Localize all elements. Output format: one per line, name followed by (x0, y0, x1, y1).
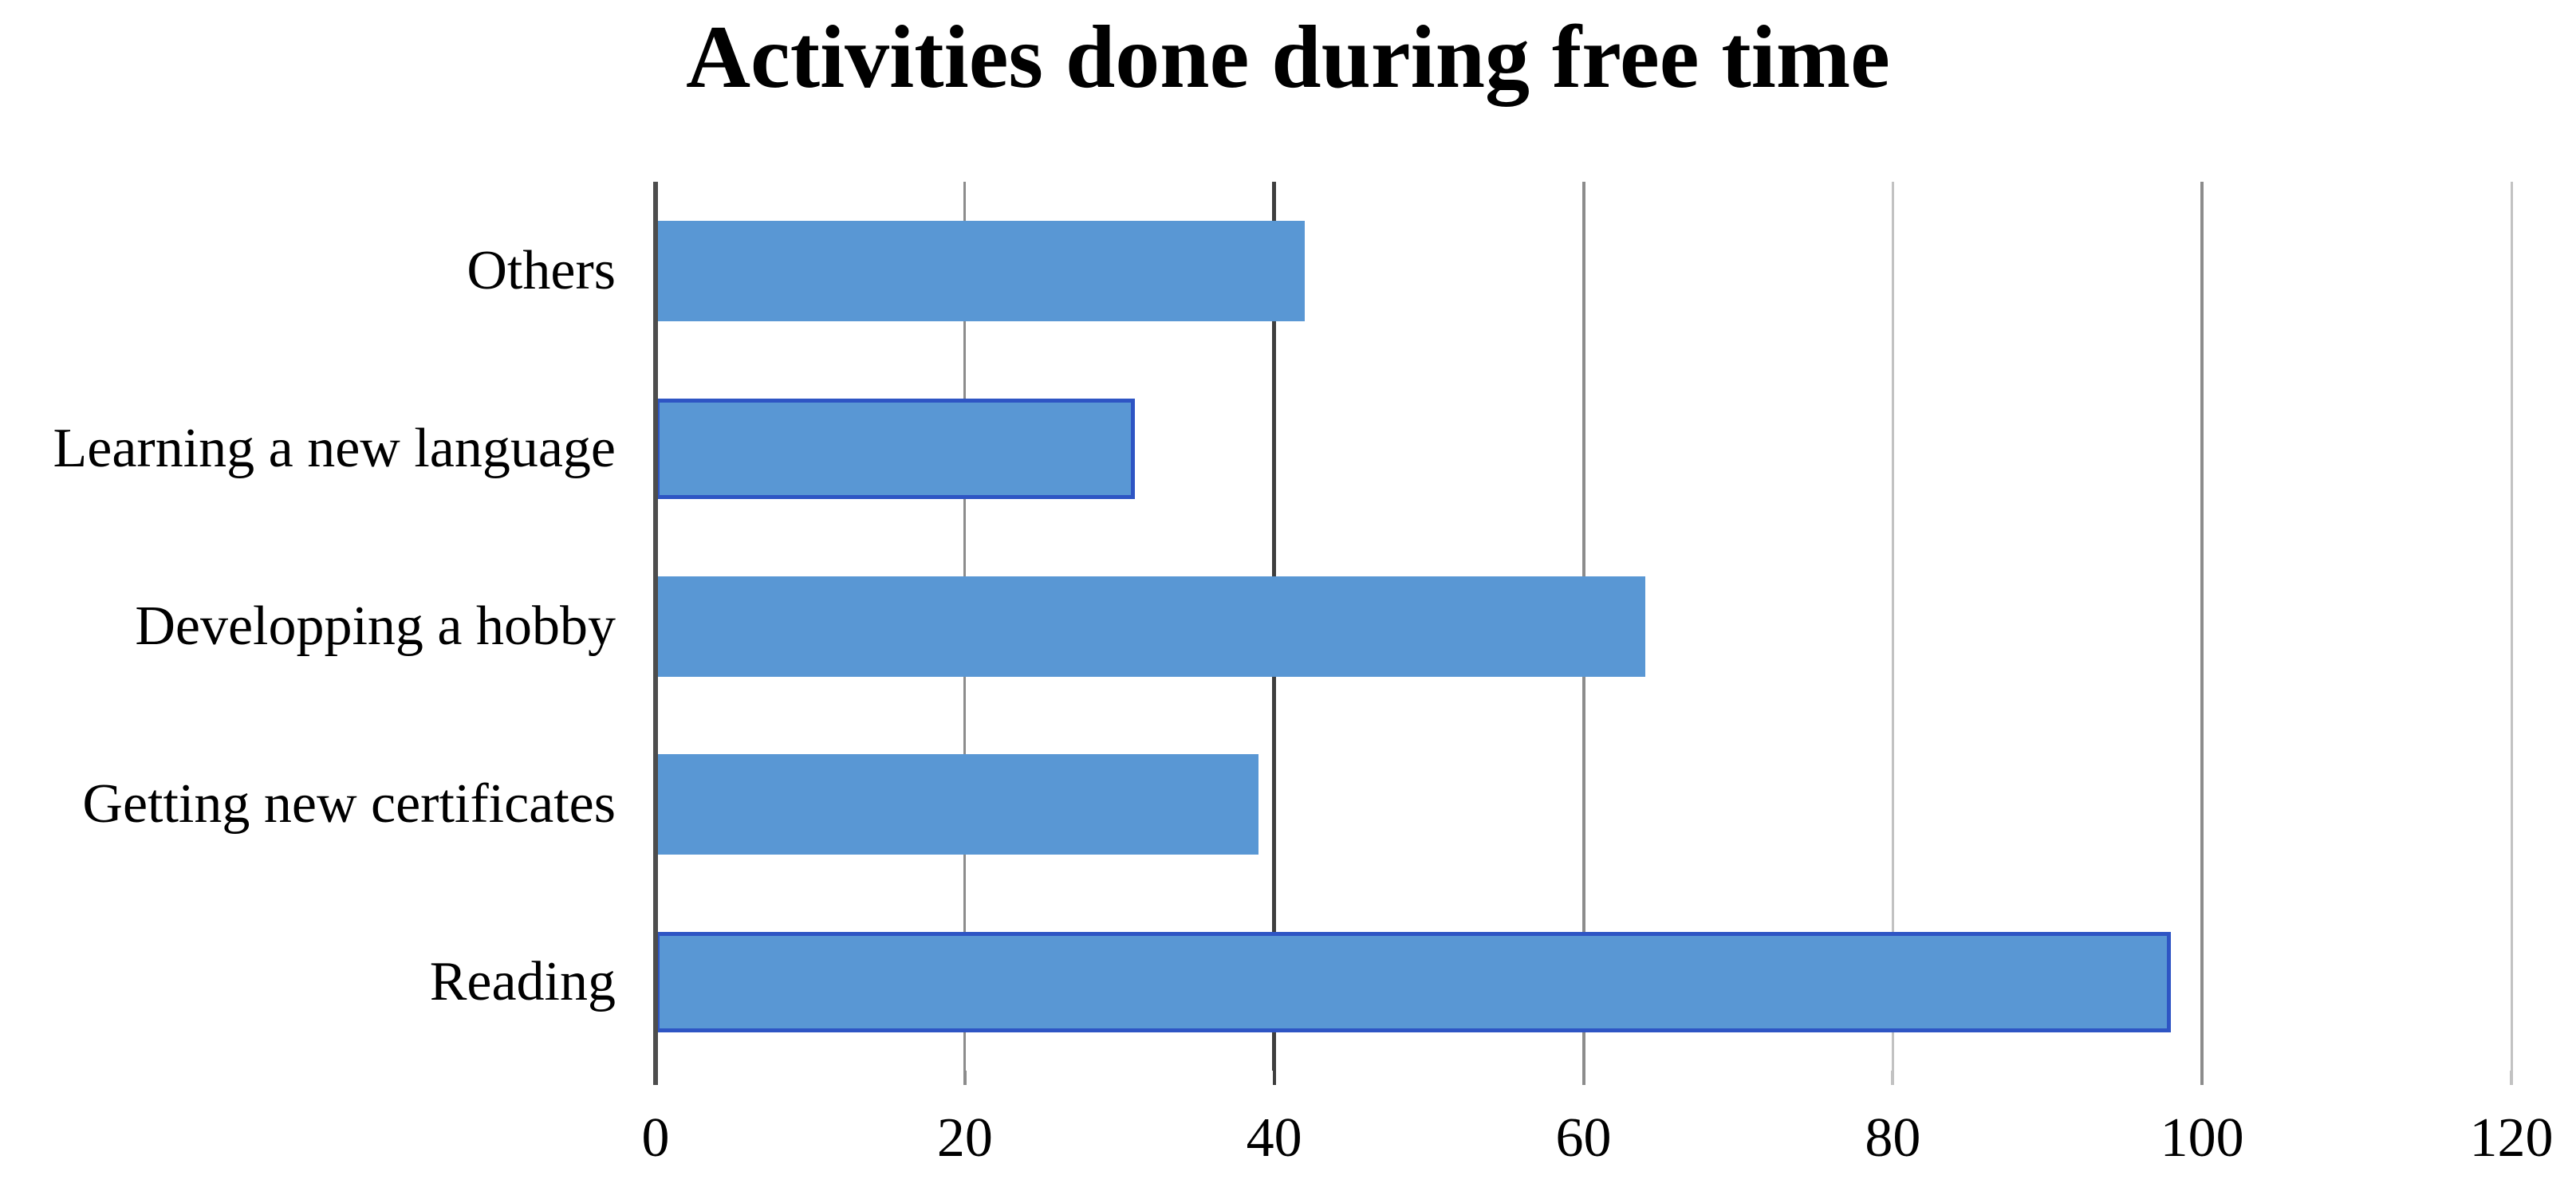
x-tick-label-0: 0 (641, 1107, 670, 1169)
y-axis-line (653, 182, 658, 1085)
x-tick-mark-60 (1581, 1071, 1585, 1085)
gridline-100 (2200, 182, 2204, 1071)
gridline-80 (1891, 182, 1894, 1071)
x-tick-label-60: 60 (1555, 1107, 1612, 1169)
x-tick-mark-80 (1891, 1071, 1895, 1085)
x-tick-label-80: 80 (1865, 1107, 1921, 1169)
x-tick-label-100: 100 (2160, 1107, 2244, 1169)
gridline-120 (2510, 182, 2513, 1071)
x-tick-label-120: 120 (2469, 1107, 2554, 1169)
bar-getting-new-certificates (656, 753, 1259, 855)
x-tick-mark-120 (2510, 1071, 2513, 1085)
x-tick-mark-20 (963, 1071, 967, 1085)
category-label-getting-new-certificates: Getting new certificates (82, 772, 616, 835)
bar-developping-a-hobby (656, 576, 1646, 677)
bar-others (656, 220, 1306, 321)
x-tick-label-20: 20 (936, 1107, 993, 1169)
bar-learning-a-new-language (656, 398, 1136, 499)
chart-title: Activities done during free time (686, 8, 1890, 107)
plot-area (656, 182, 2513, 1071)
bar-reading (656, 931, 2172, 1032)
category-label-learning-a-new-language: Learning a new language (53, 417, 616, 479)
category-label-others: Others (467, 239, 616, 301)
x-tick-mark-100 (2200, 1071, 2204, 1085)
x-tick-label-40: 40 (1246, 1107, 1302, 1169)
category-label-developping-a-hobby: Developping a hobby (135, 595, 616, 657)
x-tick-mark-40 (1272, 1071, 1276, 1085)
category-label-reading: Reading (429, 950, 616, 1012)
